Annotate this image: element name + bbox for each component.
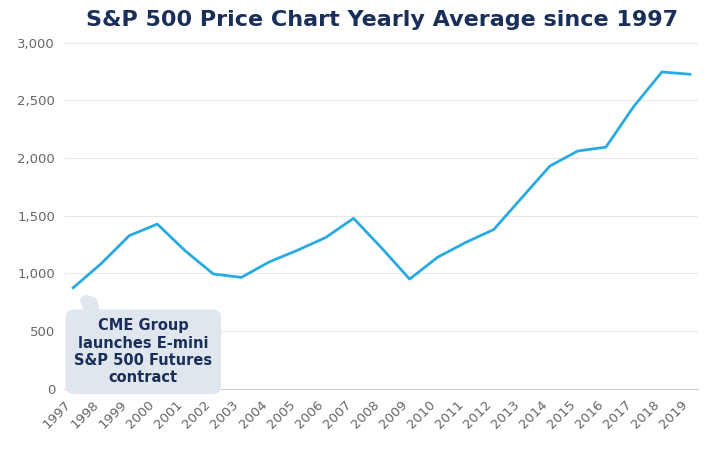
Text: CME Group
launches E-mini
S&P 500 Futures
contract: CME Group launches E-mini S&P 500 Future… xyxy=(74,301,212,385)
Title: S&P 500 Price Chart Yearly Average since 1997: S&P 500 Price Chart Yearly Average since… xyxy=(86,10,678,30)
